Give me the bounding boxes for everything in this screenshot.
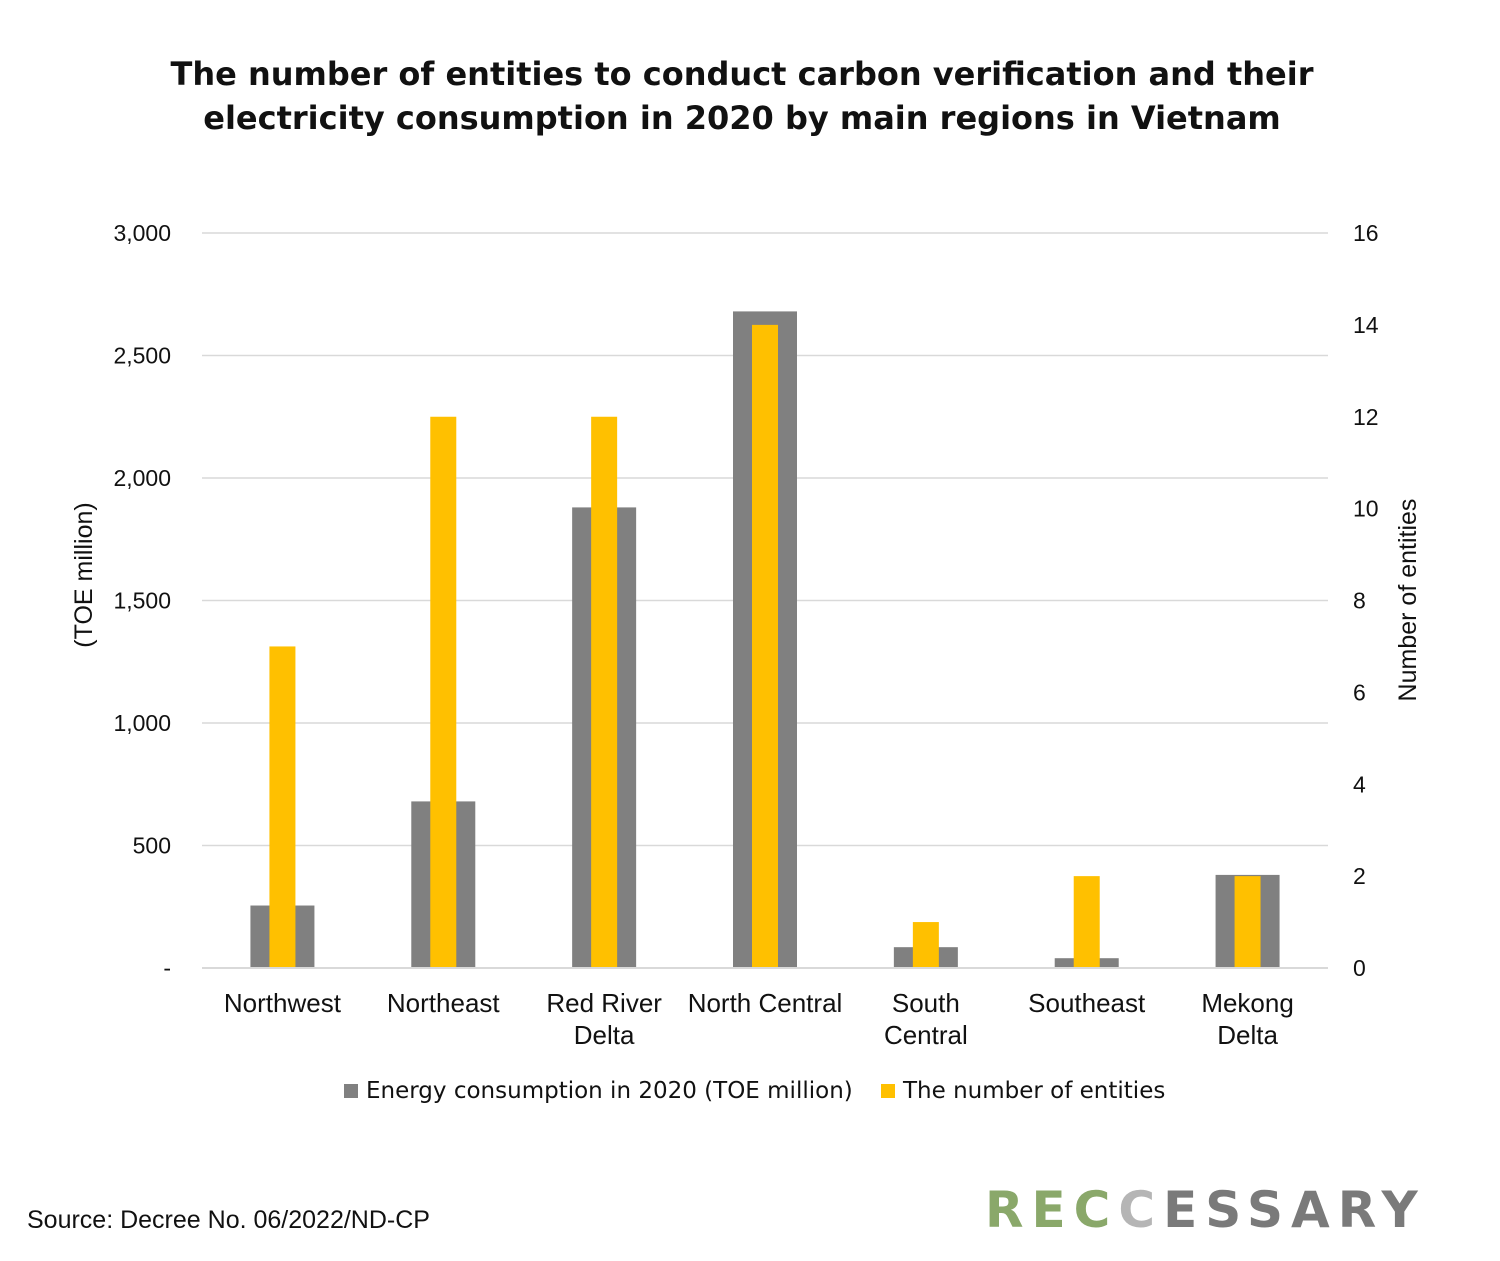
- logo-letter: C: [1118, 1181, 1164, 1239]
- bar-entities: [912, 922, 939, 968]
- y-right-tick-label: 14: [1353, 312, 1379, 338]
- y-right-tick-label: 6: [1353, 679, 1366, 705]
- y-right-tick-label: 16: [1353, 220, 1379, 246]
- y-left-tick-label: 3,000: [113, 220, 171, 246]
- chart-title-line-1: The number of entities to conduct carbon…: [170, 55, 1314, 93]
- y-left-tick-label: 1,500: [113, 588, 171, 614]
- reccessary-logo: RECCESSARY: [985, 1180, 1426, 1240]
- x-category-label: Delta: [1217, 1020, 1278, 1050]
- bar-entities: [752, 324, 778, 968]
- source-note: Source: Decree No. 06/2022/ND-CP: [27, 1206, 430, 1234]
- y-left-axis-title: (TOE million): [70, 502, 98, 647]
- bar-entities: [1073, 876, 1100, 968]
- x-category-label: Mekong: [1201, 988, 1294, 1018]
- logo-letter: Y: [1381, 1181, 1426, 1239]
- x-category-label: South: [892, 988, 960, 1018]
- logo-letter: R: [1337, 1181, 1382, 1239]
- y-right-tick-label: 8: [1353, 588, 1366, 614]
- logo-letter: R: [985, 1181, 1032, 1239]
- legend-label-entities: The number of entities: [903, 1078, 1166, 1104]
- logo-letter: A: [1291, 1181, 1338, 1239]
- y-left-tick-label: -: [163, 955, 171, 981]
- legend-swatch-energy: [344, 1084, 358, 1098]
- legend-label-energy: Energy consumption in 2020 (TOE million): [366, 1078, 853, 1104]
- y-right-tick-label: 10: [1353, 496, 1379, 522]
- y-right-tick-label: 2: [1353, 863, 1366, 889]
- logo-letter: E: [1163, 1181, 1206, 1239]
- y-right-axis-title: Number of entities: [1394, 499, 1422, 702]
- y-left-tick-label: 500: [133, 833, 171, 859]
- logo-letter: S: [1247, 1181, 1292, 1239]
- bar-entities: [591, 416, 618, 968]
- x-category-label: Northeast: [387, 988, 500, 1018]
- legend-item-entities: The number of entities: [881, 1078, 1165, 1104]
- logo-letter: E: [1031, 1181, 1074, 1239]
- bars: [250, 311, 1280, 968]
- logo-letter: S: [1205, 1181, 1247, 1239]
- y-right-tick-label: 12: [1353, 404, 1379, 430]
- axis-labels: - 500 1,000 1,500 2,000 2,500 3,000 0 2 4 6 8 10 12 14…: [70, 220, 1422, 1050]
- bar-entities: [430, 416, 457, 968]
- bar-entities: [269, 646, 296, 968]
- x-category-label: Red River: [546, 988, 662, 1018]
- bar-entities: [1234, 876, 1261, 968]
- legend: Energy consumption in 2020 (TOE million)…: [0, 1078, 1500, 1112]
- chart-title-line-2: electricity consumption in 2020 by main …: [203, 99, 1281, 137]
- y-right-tick-label: 4: [1353, 771, 1366, 797]
- y-left-tick-label: 2,000: [113, 465, 171, 491]
- logo-letter: C: [1073, 1181, 1119, 1239]
- x-category-label: Northwest: [224, 988, 342, 1018]
- legend-swatch-entities: [881, 1084, 895, 1098]
- y-left-tick-label: 2,500: [113, 343, 171, 369]
- y-right-tick-label: 0: [1353, 955, 1366, 981]
- x-category-label: Delta: [574, 1020, 635, 1050]
- chart-title: The number of entities to conduct carbon…: [0, 52, 1484, 140]
- x-category-label: North Central: [688, 988, 843, 1018]
- x-category-label: Southeast: [1028, 988, 1146, 1018]
- x-category-label: Central: [884, 1020, 968, 1050]
- legend-item-energy: Energy consumption in 2020 (TOE million): [344, 1078, 853, 1104]
- y-left-tick-label: 1,000: [113, 710, 171, 736]
